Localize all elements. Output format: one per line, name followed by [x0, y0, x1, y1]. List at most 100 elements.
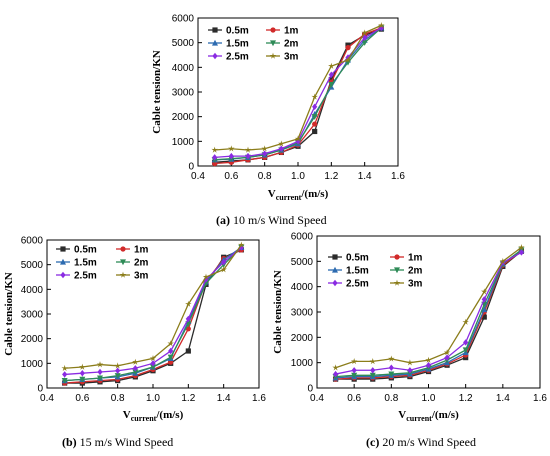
x-tick-label: 0.6	[347, 393, 361, 404]
caption-letter: (c)	[366, 435, 379, 449]
legend-label: 2.5m	[226, 52, 249, 63]
data-point	[211, 146, 218, 153]
data-point	[312, 121, 318, 127]
x-axis-title: Vcurrent/(m/s)	[123, 409, 184, 423]
data-point	[362, 34, 368, 41]
data-point	[406, 359, 414, 366]
y-tick-label: 6000	[291, 232, 314, 243]
data-point	[444, 354, 450, 361]
data-point	[96, 361, 104, 368]
legend-label: 1m	[408, 253, 423, 264]
data-point	[114, 362, 121, 369]
data-point	[518, 249, 525, 256]
x-axis-title-unit: /(m/s)	[431, 409, 459, 421]
data-point	[481, 306, 488, 313]
data-point	[425, 362, 432, 369]
x-tick-label: 1.4	[358, 171, 372, 182]
data-point	[220, 266, 227, 273]
data-point	[370, 367, 376, 374]
legend-marker	[394, 254, 400, 260]
legend-label: 3m	[134, 271, 149, 282]
data-point	[328, 82, 335, 88]
legend-marker	[60, 246, 66, 252]
data-point	[332, 370, 339, 378]
data-point	[328, 71, 334, 78]
data-point	[481, 288, 488, 295]
legend-label: 2m	[134, 258, 149, 269]
data-point	[278, 145, 284, 152]
data-point	[261, 145, 268, 152]
data-point	[388, 364, 394, 371]
x-tick-label: 0.4	[191, 171, 205, 182]
legend-item: 1.5m	[328, 266, 369, 277]
legend-item: 1m	[116, 245, 149, 256]
legend-item: 3m	[390, 279, 423, 290]
legend-item: 2.5m	[328, 279, 369, 290]
x-axis-title-subscript: current	[276, 193, 302, 202]
data-point	[518, 244, 525, 251]
caption-text: 20 m/s Wind Speed	[379, 435, 476, 449]
x-tick-label: 0.8	[258, 171, 272, 182]
x-tick-label: 1.0	[291, 171, 305, 182]
data-point	[150, 364, 156, 371]
data-point	[132, 369, 139, 376]
data-point	[294, 135, 302, 142]
y-tick-label: 0	[188, 162, 194, 173]
data-point	[245, 152, 251, 160]
data-point	[351, 367, 357, 374]
data-point	[61, 364, 68, 372]
data-point	[462, 347, 469, 354]
legend-marker	[270, 27, 276, 33]
legend-label: 2m	[284, 39, 299, 50]
data-point	[388, 371, 395, 378]
legend-item: 3m	[266, 52, 299, 63]
legend-marker	[332, 254, 338, 260]
legend-item: 1m	[266, 26, 299, 37]
legend-label: 0.5m	[226, 26, 249, 37]
y-tick-label: 1000	[291, 358, 314, 369]
data-point	[481, 314, 487, 320]
legend-marker	[212, 52, 218, 60]
x-tick-label: 0.8	[384, 393, 398, 404]
data-point	[328, 62, 335, 69]
legend-label: 2m	[408, 266, 423, 277]
y-tick-label: 3000	[172, 88, 195, 99]
legend-item: 3m	[116, 271, 149, 282]
y-tick-label: 5000	[291, 257, 314, 268]
figure-caption: (a) 10 m/s Wind Speed	[216, 213, 327, 227]
y-tick-label: 2000	[21, 334, 44, 345]
legend-marker	[119, 271, 127, 278]
data-point	[238, 241, 245, 248]
data-point	[463, 339, 469, 346]
x-tick-label: 1.6	[252, 393, 266, 404]
y-tick-label: 5000	[21, 260, 44, 271]
data-point	[345, 45, 351, 51]
data-point	[167, 354, 174, 361]
data-point	[202, 273, 210, 280]
data-point	[351, 372, 358, 379]
x-axis-title-main: V	[268, 188, 276, 200]
series-3m	[61, 241, 245, 372]
x-axis-title-main: V	[123, 409, 131, 421]
legend-marker	[332, 266, 338, 273]
legend-marker	[212, 27, 218, 33]
data-point	[344, 56, 352, 63]
series-3m	[211, 22, 385, 153]
data-point	[79, 370, 85, 377]
legend-label: 1.5m	[226, 39, 249, 50]
data-point	[97, 368, 103, 376]
data-point	[228, 145, 235, 152]
caption-text: 10 m/s Wind Speed	[230, 213, 327, 227]
caption-text: 15 m/s Wind Speed	[77, 435, 174, 449]
data-point	[462, 318, 469, 325]
data-point	[185, 300, 192, 307]
x-tick-label: 0.6	[75, 393, 89, 404]
legend-marker	[120, 259, 126, 266]
legend-item: 0.5m	[328, 253, 369, 264]
chart-panel-a: 0.4 0.6 0.8 1.0 1.2 1.4 1.6 0 1000 2000 3000 4000 50…	[151, 14, 405, 228]
data-point	[228, 152, 234, 160]
data-point	[262, 150, 268, 157]
legend-item: 1m	[390, 253, 423, 264]
y-tick-label: 4000	[172, 63, 195, 74]
legend-label: 2.5m	[74, 271, 97, 282]
